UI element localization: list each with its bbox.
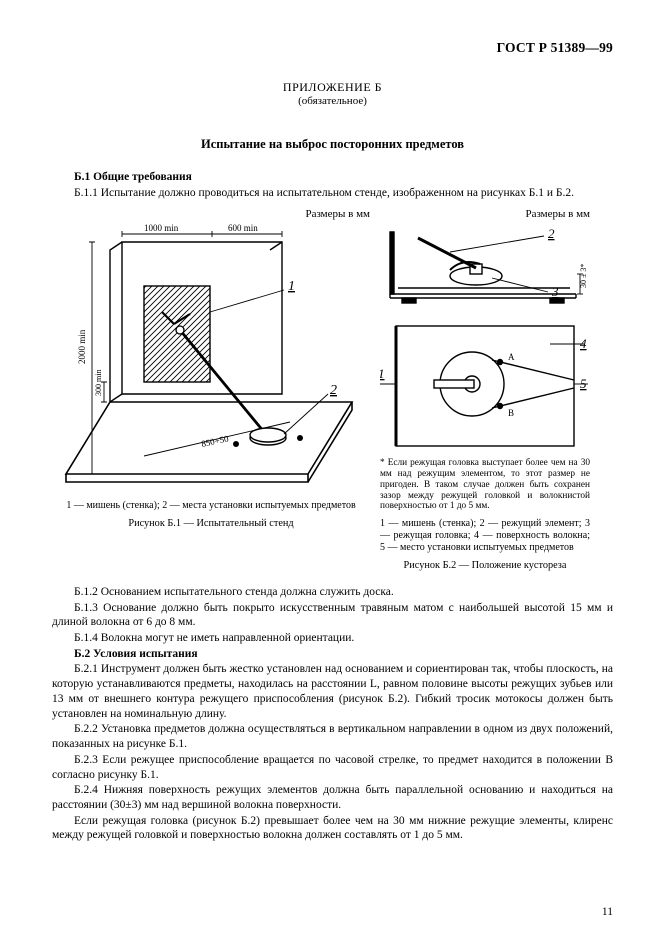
dim-30: 30 ± 3* — [579, 264, 588, 288]
callout-3t: 3 — [551, 284, 559, 299]
figure-b2-drawing: 30 ± 3* 2 3 — [380, 224, 590, 454]
dim-300: 300 min — [94, 370, 103, 396]
fig2-caption: Рисунок Б.2 — Положение кустореза — [380, 560, 590, 571]
dim-2000: 2000 min — [77, 330, 87, 365]
appendix-label: ПРИЛОЖЕНИЕ Б — [52, 80, 613, 95]
main-title: Испытание на выброс посторонних предмето… — [52, 137, 613, 152]
section-b2-head: Б.2 Условия испытания — [52, 647, 613, 662]
label-b: B — [508, 408, 514, 418]
fig2-legend: 1 — мишень (стенка); 2 — режущий элемент… — [380, 518, 590, 554]
section-b1-head: Б.1 Общие требования — [52, 170, 613, 185]
para-b25: Если режущая головка (рисунок Б.2) превы… — [52, 814, 613, 843]
figure-b1-drawing: 2000 min 300 min 1000 min 600 min 850+50… — [52, 224, 370, 494]
document-code: ГОСТ Р 51389—99 — [497, 40, 613, 56]
para-b13: Б.1.3 Основание должно быть покрыто иску… — [52, 601, 613, 630]
figure-b2: Размеры в мм — [380, 206, 590, 570]
figure-b1: Размеры в мм — [52, 206, 370, 570]
dim-850: 850+50 — [200, 434, 230, 450]
appendix-subtitle: (обязательное) — [52, 95, 613, 107]
label-a: A — [508, 352, 515, 362]
sample-pos-a-icon — [233, 441, 239, 447]
dim-600: 600 min — [228, 224, 258, 233]
fig2-footnote: * Если режущая головка выступает более ч… — [380, 458, 590, 511]
para-b14: Б.1.4 Волокна могут не иметь направленно… — [52, 631, 613, 646]
callout-4p: 4 — [580, 336, 587, 351]
appendix-header: ПРИЛОЖЕНИЕ Б (обязательное) — [52, 80, 613, 107]
intro-block: Б.1 Общие требования Б.1.1 Испытание дол… — [52, 170, 613, 200]
para-b22: Б.2.2 Установка предметов должна осущест… — [52, 722, 613, 751]
fig2-dim-label: Размеры в мм — [380, 208, 590, 220]
callout-2: 2 — [330, 383, 337, 398]
para-b11: Б.1.1 Испытание должно проводиться на ис… — [52, 186, 613, 201]
para-b21: Б.2.1 Инструмент должен быть жестко уста… — [52, 662, 613, 721]
callout-2t: 2 — [548, 226, 555, 241]
dim-1000: 1000 min — [144, 224, 179, 233]
callout-5p: 5 — [580, 376, 587, 391]
lower-text-block: Б.1.2 Основанием испытательного стенда д… — [52, 585, 613, 843]
fig1-caption: Рисунок Б.1 — Испытательный стенд — [52, 518, 370, 529]
figures-row: Размеры в мм — [52, 206, 613, 570]
para-b12: Б.1.2 Основанием испытательного стенда д… — [52, 585, 613, 600]
target-panel-icon — [144, 286, 210, 382]
page-number: 11 — [602, 906, 613, 918]
fig1-legend: 1 — мишень (стенка); 2 — места установки… — [52, 500, 370, 512]
fig1-dim-label: Размеры в мм — [52, 208, 370, 220]
para-b23: Б.2.3 Если режущее приспособление вращае… — [52, 753, 613, 782]
sample-pos-b-icon — [297, 435, 303, 441]
callout-1p: 1 — [380, 366, 385, 381]
callout-1: 1 — [288, 279, 295, 294]
para-b24: Б.2.4 Нижняя поверхность режущих элемент… — [52, 783, 613, 812]
